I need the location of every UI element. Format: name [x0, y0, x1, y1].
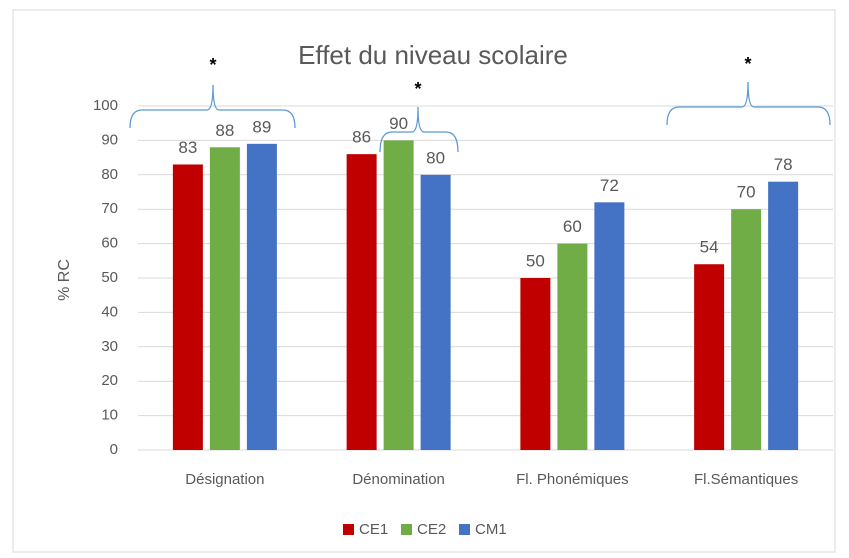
- annotation: *: [414, 79, 421, 99]
- y-tick-label: 100: [93, 97, 118, 114]
- value-label: 50: [526, 251, 545, 270]
- legend-label: CE1: [359, 521, 388, 538]
- y-tick-label: 0: [110, 441, 118, 458]
- bar: [246, 143, 277, 450]
- bar: [731, 209, 762, 450]
- bar: [768, 181, 799, 450]
- value-label: 72: [600, 176, 619, 195]
- y-tick-label: 40: [101, 303, 118, 320]
- bar: [694, 264, 725, 450]
- value-label: 83: [178, 138, 197, 157]
- bar: [383, 140, 414, 450]
- significance-bracket: [379, 106, 459, 153]
- value-label: 70: [737, 183, 756, 202]
- y-tick-label: 30: [101, 338, 118, 355]
- bar: [420, 174, 451, 451]
- bar: [594, 202, 625, 450]
- annotation: *: [209, 55, 216, 75]
- value-label: 78: [774, 155, 793, 174]
- x-tick-label: Désignation: [185, 471, 264, 488]
- y-tick-label: 80: [101, 166, 118, 183]
- y-tick-label: 50: [101, 269, 118, 286]
- x-tick-label: Fl. Phonémiques: [516, 471, 629, 488]
- value-label: 89: [252, 117, 271, 136]
- bar: [520, 278, 551, 450]
- bar: [557, 243, 588, 450]
- significance-bracket: [666, 81, 831, 126]
- legend-swatch: [343, 524, 354, 535]
- value-label: 60: [563, 217, 582, 236]
- x-tick-label: Dénomination: [352, 471, 445, 488]
- legend-label: CE2: [417, 521, 446, 538]
- annotation: *: [744, 54, 751, 74]
- y-tick-label: 60: [101, 235, 118, 252]
- value-label: 80: [426, 148, 445, 167]
- value-label: 86: [352, 128, 371, 147]
- value-label: 90: [389, 114, 408, 133]
- bar: [209, 147, 240, 450]
- y-axis-label: % RC: [56, 259, 73, 301]
- y-tick-label: 90: [101, 131, 118, 148]
- chart-title: Effet du niveau scolaire: [298, 40, 568, 70]
- legend-label: CM1: [475, 521, 507, 538]
- value-label: 54: [700, 238, 719, 257]
- legend-swatch: [459, 524, 470, 535]
- legend-swatch: [401, 524, 412, 535]
- value-label: 88: [215, 121, 234, 140]
- x-tick-label: Fl.Sémantiques: [694, 471, 798, 488]
- significance-bracket: [129, 84, 296, 129]
- bar: [172, 164, 203, 451]
- y-tick-label: 10: [101, 407, 118, 424]
- y-tick-label: 20: [101, 372, 118, 389]
- bar: [346, 154, 377, 450]
- y-tick-label: 70: [101, 200, 118, 217]
